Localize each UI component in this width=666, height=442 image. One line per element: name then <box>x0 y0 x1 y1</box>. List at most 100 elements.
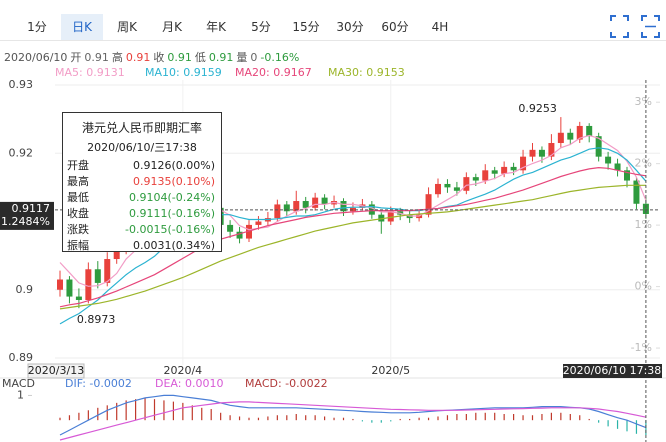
tab-active[interactable]: 日K <box>61 14 103 40</box>
tooltip-title: 港元兑人民币即期汇率 <box>81 121 202 135</box>
macd-bar <box>201 407 203 421</box>
legend-entry: MA20: 0.9167 <box>235 66 312 79</box>
x-tick-label: 2020/4 <box>163 364 202 377</box>
macd-bar <box>116 402 118 421</box>
tooltip-date: 2020/06/10/三17:38 <box>87 141 197 154</box>
macd-bar <box>635 420 638 434</box>
ma-line <box>59 147 647 325</box>
macd-bar <box>229 415 231 421</box>
macd-bar <box>626 420 628 432</box>
macd-bar <box>446 415 449 421</box>
max-label: 0.9253 <box>518 102 557 115</box>
tooltip-row: 涨跌 -0.0015(-0.16%) <box>63 222 221 238</box>
candle-body <box>529 149 536 157</box>
candle-body <box>227 224 234 232</box>
crosshair-price: 0.9117 <box>12 202 51 215</box>
tooltip-label: 振幅 <box>67 239 89 252</box>
macd-bar <box>352 418 354 421</box>
macd-bar <box>598 420 600 423</box>
fullscreen-icon[interactable] <box>610 15 660 38</box>
macd-bar <box>494 412 496 421</box>
candle-body <box>642 203 649 214</box>
info-label: 低 <box>194 51 206 64</box>
legend-entry: DEA: 0.0010 <box>155 377 223 390</box>
y-tick-label: 0.9 <box>16 283 34 296</box>
tab[interactable]: 周K <box>117 20 137 34</box>
tab[interactable]: 月K <box>162 20 182 34</box>
macd-bar <box>295 414 297 421</box>
macd-bar <box>437 416 439 421</box>
info-date: 2020/06/10 <box>4 51 68 64</box>
candle-body <box>482 170 489 181</box>
candle-body <box>614 163 621 171</box>
crosshair-date-box <box>563 364 662 378</box>
macd-bar <box>522 415 524 421</box>
macd-bar <box>390 420 392 422</box>
candle-body <box>586 125 593 137</box>
tooltip-rows: 开盘 0.9126(0.00%) 最高 0.9135(0.10%) 最低 0.9104(-… <box>63 158 221 254</box>
tab[interactable]: 15分 <box>292 20 320 34</box>
tab[interactable]: 5分 <box>251 20 271 34</box>
panel-title: MACD <box>2 377 35 390</box>
macd-bar <box>182 402 184 421</box>
macd-bar <box>324 416 326 421</box>
candle-body <box>321 197 328 205</box>
macd-bar <box>380 420 382 423</box>
tab[interactable]: 30分 <box>336 20 364 34</box>
candle-body <box>548 143 555 157</box>
macd-bar <box>191 405 193 421</box>
macd-bar <box>220 412 222 421</box>
candle-body <box>491 170 498 174</box>
candle-body <box>633 180 640 204</box>
tab[interactable]: 1分 <box>27 20 47 34</box>
tooltip-row: 收盘 0.9111(-0.16%) <box>63 206 221 222</box>
macd-bar <box>588 418 590 421</box>
info-value: 0 <box>250 51 258 64</box>
tooltip-value: 0.0031(0.34%) <box>132 239 215 252</box>
candle-body <box>378 214 385 222</box>
tooltip-label: 最高 <box>67 175 89 188</box>
macd-bar <box>314 415 316 421</box>
candle-body <box>104 259 111 283</box>
x-tick-label: 2020/3/13 <box>28 364 84 377</box>
macd-bar <box>238 416 241 421</box>
info-value: 0.91 <box>208 51 234 64</box>
legend-entry: MACD: -0.0022 <box>245 377 328 390</box>
y-tick-label: 0.92 <box>9 146 34 159</box>
macd-bar <box>68 415 71 421</box>
macd-bar <box>286 415 288 421</box>
tooltip-row: 最低 0.9104(-0.24%) <box>63 190 221 206</box>
macd-bar <box>144 397 146 421</box>
macd-bar <box>607 420 609 427</box>
macd-bar <box>371 420 373 423</box>
y2-tick-label: 1% <box>635 218 652 231</box>
candle-body <box>435 183 441 195</box>
candle-body <box>66 279 73 297</box>
candle-body <box>595 136 602 157</box>
macd-bar <box>276 415 278 421</box>
info-label: 高 <box>111 51 123 64</box>
tooltip-label: 收盘 <box>67 207 89 220</box>
candle-body <box>302 201 309 208</box>
macd-bar <box>465 414 467 421</box>
macd-bar <box>418 417 420 421</box>
y-tick-label: 1 <box>17 388 24 401</box>
legend-entry: MA5: 0.9131 <box>55 66 125 79</box>
y2-tick-label: 0% <box>635 280 652 293</box>
macd-bar <box>97 407 99 421</box>
x-tick-label: 2020/5 <box>371 364 410 377</box>
candle-body <box>605 156 612 164</box>
candle-body <box>293 201 300 212</box>
macd-bar <box>59 417 61 421</box>
candle-body <box>85 269 92 300</box>
macd-bar <box>78 412 80 421</box>
candle-body <box>246 224 252 239</box>
info-change: -0.16% <box>260 51 300 64</box>
candle-body <box>472 177 479 181</box>
macd-bar <box>361 420 363 422</box>
candle-body <box>444 183 451 188</box>
tab[interactable]: 年K <box>206 20 226 34</box>
tab[interactable]: 60分 <box>381 20 409 34</box>
tab[interactable]: 4H <box>431 20 449 34</box>
